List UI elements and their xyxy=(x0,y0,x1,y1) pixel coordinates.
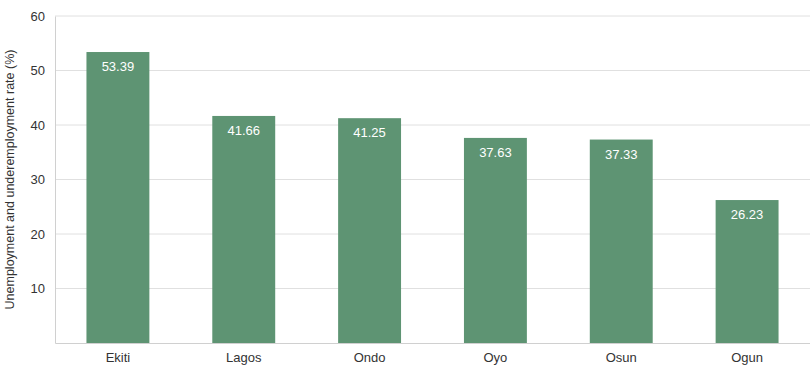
grid-line xyxy=(55,288,810,289)
x-tick-label: Ekiti xyxy=(106,350,131,365)
grid-line xyxy=(55,234,810,235)
bar xyxy=(464,138,527,343)
y-tick-label: 50 xyxy=(31,63,45,78)
x-axis-line xyxy=(56,343,810,344)
data-label: 41.25 xyxy=(353,125,386,140)
y-tick: 40 xyxy=(31,118,55,133)
bar xyxy=(590,140,653,343)
y-tick: 20 xyxy=(31,227,55,242)
data-labels: 53.39 41.66 41.25 37.63 37.33 26.23 xyxy=(102,59,764,222)
bars xyxy=(86,52,778,343)
x-tick-label: Oyo xyxy=(483,350,507,365)
grid-line xyxy=(55,70,810,71)
data-label: 37.33 xyxy=(605,147,638,162)
chart: 10 20 30 40 50 60 Ekiti Lagos Ondo Oyo Osun Ogun 53.… xyxy=(0,0,810,377)
y-axis-line xyxy=(55,17,56,344)
y-axis-title: Unemployment and underemployment rate (%… xyxy=(3,50,17,310)
bar xyxy=(212,116,275,343)
data-label: 41.66 xyxy=(227,123,260,138)
y-tick: 60 xyxy=(31,9,55,24)
y-tick: 50 xyxy=(31,63,55,78)
y-tick-label: 40 xyxy=(31,118,45,133)
y-tick-label: 20 xyxy=(31,227,45,242)
x-axis: Ekiti Lagos Ondo Oyo Osun Ogun xyxy=(56,344,810,366)
x-tick: Ekiti xyxy=(106,350,131,365)
plot: 10 20 30 40 50 60 Ekiti Lagos Ondo Oyo Osun Ogun 53.… xyxy=(31,9,810,366)
x-tick-label: Lagos xyxy=(226,350,262,365)
grid-line xyxy=(55,125,810,126)
bar xyxy=(716,200,779,343)
data-label: 53.39 xyxy=(102,59,135,74)
x-tick: Osun xyxy=(606,350,637,365)
x-tick-label: Ogun xyxy=(731,350,763,365)
bar xyxy=(338,118,401,343)
data-label: 37.63 xyxy=(479,145,512,160)
x-tick: Lagos xyxy=(226,350,262,365)
data-label: 26.23 xyxy=(731,207,764,222)
y-tick-label: 30 xyxy=(31,172,45,187)
x-tick: Ondo xyxy=(354,350,386,365)
grid-line xyxy=(55,16,810,17)
grid-line xyxy=(55,179,810,180)
y-tick: 10 xyxy=(31,281,55,296)
x-tick-label: Ondo xyxy=(354,350,386,365)
x-tick: Oyo xyxy=(483,350,507,365)
y-tick: 30 xyxy=(31,172,55,187)
x-tick-label: Osun xyxy=(606,350,637,365)
y-tick-label: 10 xyxy=(31,281,45,296)
y-axis: 10 20 30 40 50 60 xyxy=(31,9,56,344)
y-tick-label: 60 xyxy=(31,9,45,24)
grid xyxy=(55,16,810,289)
x-tick: Ogun xyxy=(731,350,763,365)
bar xyxy=(86,52,149,343)
